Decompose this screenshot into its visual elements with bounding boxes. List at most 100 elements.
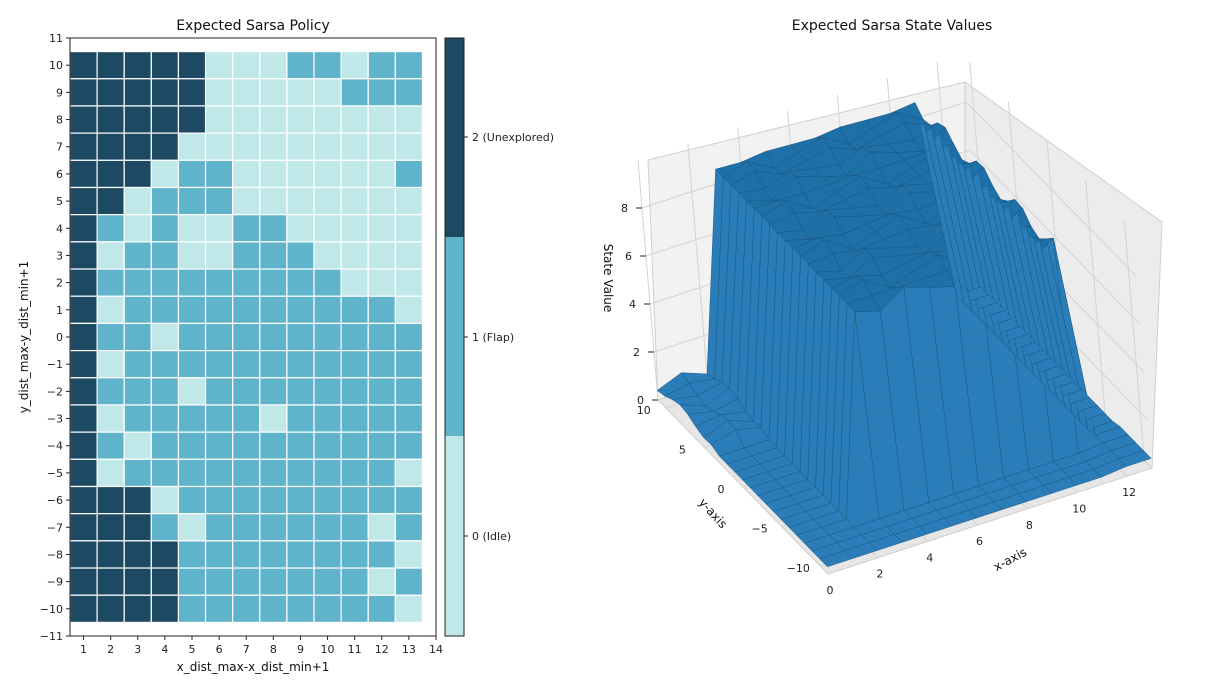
- heatmap-cell: [259, 50, 288, 80]
- heatmap-cell: [232, 241, 261, 270]
- heatmap-cell: [259, 268, 288, 297]
- heatmap-cell: [313, 159, 342, 189]
- heatmap-cell: [204, 594, 234, 624]
- heatmap-cell: [259, 567, 288, 596]
- heatmap-cell: [340, 567, 369, 596]
- heatmap-cell: [204, 485, 234, 515]
- heatmap-cell: [177, 214, 207, 243]
- heatmap-cell: [259, 322, 288, 352]
- heatmap-y-tick-label: 11: [49, 32, 63, 45]
- heatmap-x-tick-label: 14: [429, 643, 443, 656]
- heatmap-cell: [340, 594, 369, 624]
- state-value-surface: [656, 102, 1152, 568]
- heatmap-cell: [96, 458, 125, 488]
- heatmap-y-tick-label: −1: [47, 358, 63, 371]
- heatmap-cell: [96, 105, 125, 134]
- heatmap-cell: [286, 567, 315, 596]
- heatmap-cell: [313, 377, 342, 406]
- heatmap-cell: [340, 268, 369, 297]
- heatmap-cell: [313, 485, 342, 515]
- heatmap-cell: [69, 349, 98, 379]
- heatmap-x-tick-label: 4: [161, 643, 168, 656]
- heatmap-cell: [313, 186, 342, 216]
- heatmap-cell: [150, 268, 180, 297]
- heatmap-cell: [150, 540, 180, 569]
- heatmap-cell: [394, 458, 424, 488]
- heatmap-cell: [123, 214, 152, 243]
- heatmap-cell: [340, 349, 369, 379]
- heatmap-cell: [313, 431, 342, 460]
- heatmap-cell: [232, 513, 261, 542]
- heatmap-cell: [150, 349, 180, 379]
- heatmap-cell: [96, 50, 125, 80]
- heatmap-cell: [96, 295, 125, 325]
- heatmap-cell: [204, 268, 234, 297]
- heatmap-cell: [313, 295, 342, 325]
- heatmap-y-tick-label: 3: [56, 249, 63, 262]
- heatmap-cell: [286, 268, 315, 297]
- heatmap-cell: [123, 132, 152, 161]
- state-value-surface-chart: Expected Sarsa State Values 0 2 4 6 8 10 12 −1…: [601, 18, 1163, 597]
- heatmap-cell: [177, 78, 207, 107]
- heatmap-cell: [286, 105, 315, 134]
- heatmap-cell: [286, 295, 315, 325]
- heatmap-cell: [96, 404, 125, 433]
- heatmap-x-tick-label: 3: [134, 643, 141, 656]
- heatmap-cell: [69, 295, 98, 325]
- heatmap-cell: [204, 214, 234, 243]
- heatmap-x-tick-label: 8: [270, 643, 277, 656]
- heatmap-cell: [286, 404, 315, 433]
- heatmap-cell: [69, 567, 98, 596]
- heatmap-cell: [340, 485, 369, 515]
- heatmap-y-tick-label: 2: [56, 277, 63, 290]
- heatmap-cell: [177, 485, 207, 515]
- heatmap-cell: [123, 241, 152, 270]
- heatmap-y-tick-label: 4: [56, 222, 63, 235]
- heatmap-cell: [69, 241, 98, 270]
- heatmap-cell: [313, 322, 342, 352]
- heatmap-y-tick-label: −9: [47, 576, 63, 589]
- heatmap-cell: [177, 513, 207, 542]
- heatmap-cell: [367, 322, 396, 352]
- heatmap-cell: [204, 186, 234, 216]
- heatmap-cell: [394, 214, 424, 243]
- heatmap-cell: [232, 431, 261, 460]
- heatmap-cell: [96, 78, 125, 107]
- heatmap-cell: [150, 295, 180, 325]
- heatmap-cell: [232, 50, 261, 80]
- heatmap-cell: [232, 268, 261, 297]
- heatmap-cell: [204, 322, 234, 352]
- heatmap-cell: [259, 214, 288, 243]
- heatmap-cell: [394, 485, 424, 515]
- heatmap-cell: [123, 431, 152, 460]
- heatmap-cell: [204, 78, 234, 107]
- heatmap-cell: [150, 132, 180, 161]
- heatmap-cell: [340, 295, 369, 325]
- heatmap-cell: [150, 241, 180, 270]
- heatmap-cell: [340, 404, 369, 433]
- heatmap-y-tick-label: 1: [56, 304, 63, 317]
- heatmap-cell: [123, 513, 152, 542]
- heatmap-cell: [367, 540, 396, 569]
- heatmap-cell: [123, 159, 152, 189]
- heatmap-cell: [150, 186, 180, 216]
- heatmap-cell: [394, 322, 424, 352]
- heatmap-cell: [313, 594, 342, 624]
- surface-x-tick-label: 0: [827, 584, 834, 597]
- heatmap-cell: [367, 594, 396, 624]
- heatmap-cell: [69, 50, 98, 80]
- heatmap-cell: [367, 295, 396, 325]
- heatmap-cell: [313, 513, 342, 542]
- surface-x-tick-label: 4: [926, 551, 933, 564]
- surface-facet: [656, 372, 690, 397]
- surface-x-tick-label: 12: [1122, 486, 1136, 499]
- heatmap-cell: [313, 349, 342, 379]
- heatmap-cell: [286, 458, 315, 488]
- heatmap-cell: [232, 159, 261, 189]
- heatmap-cell: [69, 458, 98, 488]
- heatmap-y-tick-label: 9: [56, 86, 63, 99]
- heatmap-cell: [123, 186, 152, 216]
- surface-z-axis-label: State Value: [601, 244, 615, 313]
- heatmap-cell: [69, 540, 98, 569]
